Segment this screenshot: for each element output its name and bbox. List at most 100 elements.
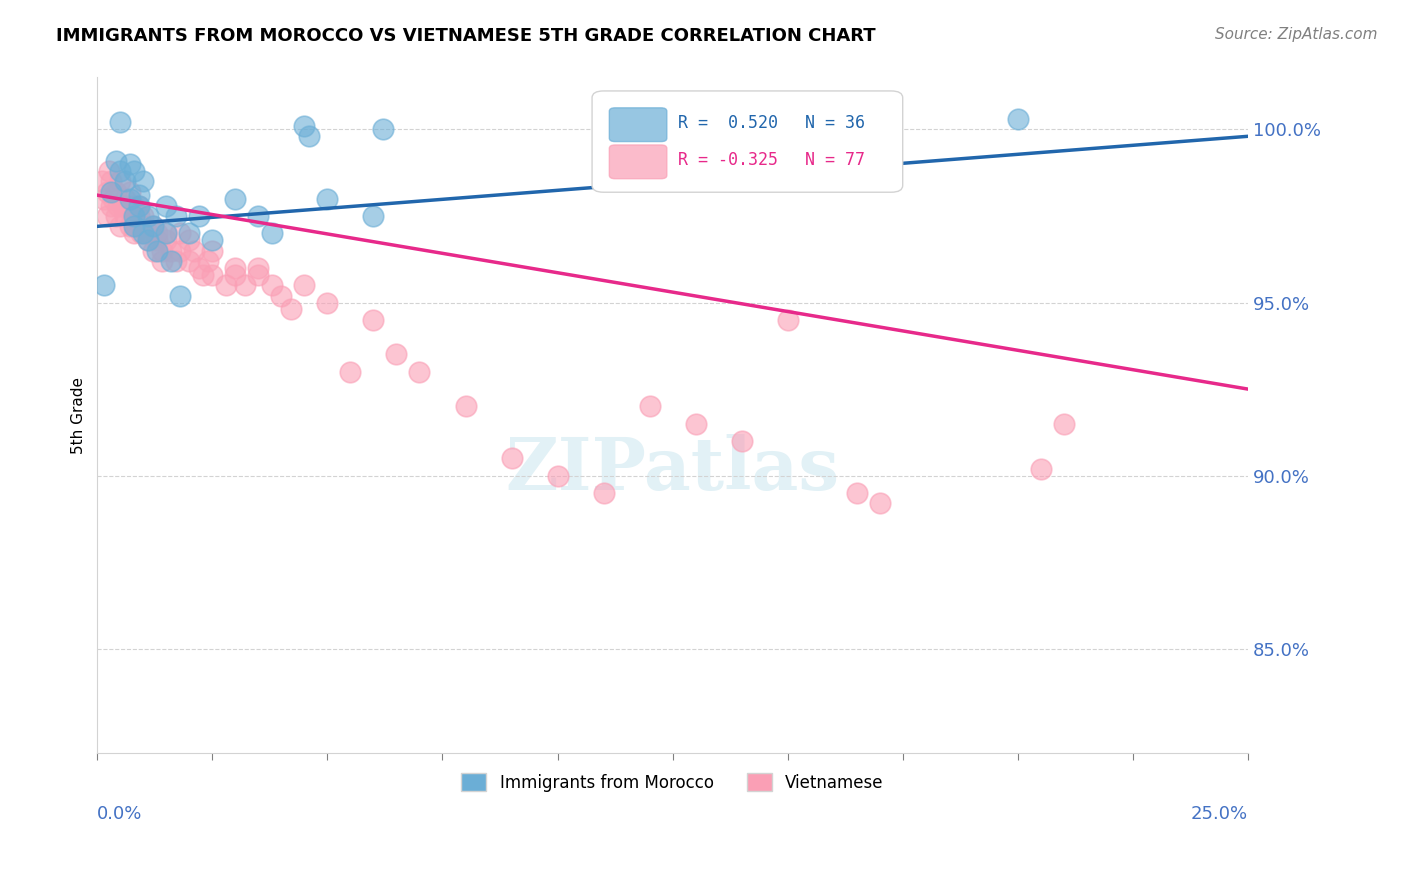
Point [132,209,155,223]
Point [132,226,155,240]
Point [104,185,127,199]
Point [146,226,169,240]
Text: N = 36: N = 36 [804,114,865,132]
Point [363,313,385,327]
Point [224,192,246,206]
Point [869,496,891,510]
Point [142,219,165,234]
Point [114,174,136,188]
Point [104,209,127,223]
Point [247,260,270,275]
Point [128,198,150,212]
Point [201,233,224,247]
Point [100,198,122,212]
Y-axis label: 5th Grade: 5th Grade [72,376,86,453]
Point [385,347,408,361]
Point [730,434,752,448]
Point [363,209,385,223]
Point [132,219,155,234]
Point [110,174,132,188]
Point [845,486,868,500]
Text: R = -0.325: R = -0.325 [678,152,779,169]
Point [96,185,118,199]
Point [280,302,302,317]
Point [193,268,215,282]
Point [122,226,145,240]
Point [93,192,115,206]
Point [339,365,361,379]
Point [111,198,134,212]
Point [233,278,256,293]
Point [592,486,614,500]
Point [142,219,165,234]
Point [247,209,270,223]
Point [454,400,477,414]
Point [776,313,799,327]
Point [114,192,136,206]
Point [638,400,661,414]
FancyBboxPatch shape [609,108,666,142]
Point [169,226,191,240]
Point [128,188,150,202]
Point [150,254,173,268]
Point [201,244,224,258]
Point [103,192,125,206]
Point [155,233,177,247]
Point [197,254,219,268]
Point [100,174,122,188]
Point [136,209,159,223]
Point [547,468,569,483]
Point [215,278,238,293]
Point [316,192,339,206]
Point [187,209,209,223]
Point [128,209,150,223]
Point [129,226,152,240]
Point [110,219,132,234]
Point [125,219,148,234]
Point [169,244,191,258]
Point [155,198,177,212]
Point [187,260,209,275]
Point [262,278,284,293]
Point [160,254,183,268]
Point [107,198,129,212]
Point [165,209,187,223]
Point [136,233,159,247]
Point [114,209,136,223]
Point [122,198,145,212]
Point [110,115,132,129]
Point [128,198,150,212]
Text: Source: ZipAtlas.com: Source: ZipAtlas.com [1215,27,1378,42]
Point [93,278,115,293]
Point [262,226,284,240]
Point [118,192,141,206]
Point [91,174,114,188]
Point [1007,112,1029,126]
Point [136,226,159,240]
Text: R =  0.520: R = 0.520 [678,114,779,132]
Point [150,244,173,258]
Point [371,122,394,136]
Point [121,209,143,223]
Legend: Immigrants from Morocco, Vietnamese: Immigrants from Morocco, Vietnamese [454,767,890,798]
Point [122,209,145,223]
Point [270,288,292,302]
Point [165,254,187,268]
Text: 0.0%: 0.0% [97,805,143,822]
Point [160,244,183,258]
Point [298,129,321,144]
FancyBboxPatch shape [592,91,903,192]
FancyBboxPatch shape [609,145,666,178]
Point [294,119,316,133]
Point [117,198,139,212]
Point [179,233,201,247]
Point [155,226,177,240]
Point [146,233,169,247]
Point [1029,461,1052,475]
Point [316,295,339,310]
Point [408,365,430,379]
Point [142,244,165,258]
Point [100,185,122,199]
Point [96,209,118,223]
Point [201,268,224,282]
